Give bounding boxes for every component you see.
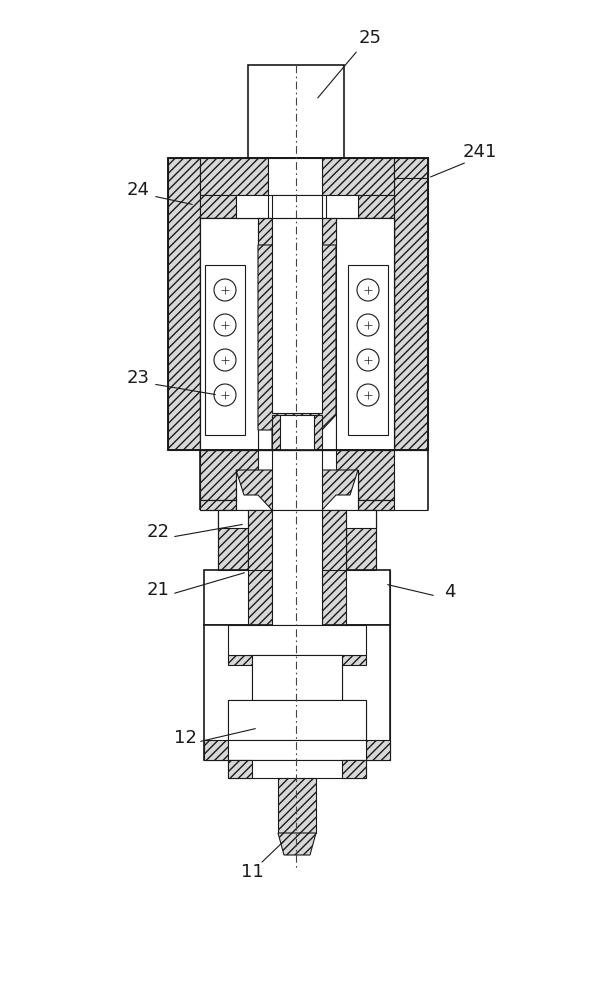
Circle shape bbox=[357, 349, 379, 371]
Bar bbox=[348, 265, 388, 435]
Polygon shape bbox=[394, 158, 428, 178]
Text: 23: 23 bbox=[127, 369, 150, 387]
Polygon shape bbox=[366, 625, 390, 760]
Polygon shape bbox=[258, 243, 336, 450]
Bar bbox=[200, 218, 258, 450]
Text: 4: 4 bbox=[444, 583, 456, 601]
Polygon shape bbox=[236, 470, 358, 510]
Polygon shape bbox=[204, 570, 218, 625]
Polygon shape bbox=[228, 760, 252, 778]
Polygon shape bbox=[200, 500, 236, 510]
Text: 241: 241 bbox=[463, 143, 497, 161]
Bar bbox=[272, 450, 322, 510]
Bar bbox=[200, 218, 394, 450]
Circle shape bbox=[214, 279, 236, 301]
Polygon shape bbox=[168, 158, 200, 450]
Polygon shape bbox=[200, 450, 258, 500]
Polygon shape bbox=[366, 740, 390, 760]
Bar bbox=[272, 415, 322, 450]
Text: 25: 25 bbox=[359, 29, 381, 47]
Bar bbox=[228, 625, 366, 655]
Bar bbox=[336, 218, 394, 450]
Text: 21: 21 bbox=[147, 581, 169, 599]
Bar bbox=[252, 655, 342, 700]
Polygon shape bbox=[394, 158, 428, 450]
Bar bbox=[272, 218, 322, 413]
Circle shape bbox=[357, 384, 379, 406]
Bar bbox=[205, 265, 245, 435]
Bar bbox=[272, 510, 322, 625]
Bar bbox=[248, 65, 344, 158]
Polygon shape bbox=[346, 510, 376, 570]
Circle shape bbox=[214, 314, 236, 336]
Bar bbox=[228, 740, 366, 760]
Polygon shape bbox=[342, 760, 366, 778]
Polygon shape bbox=[358, 500, 394, 510]
Circle shape bbox=[214, 384, 236, 406]
Polygon shape bbox=[204, 740, 228, 760]
Bar bbox=[168, 158, 428, 450]
Bar bbox=[200, 218, 394, 450]
Bar bbox=[218, 510, 376, 528]
Text: 12: 12 bbox=[173, 729, 197, 747]
Bar bbox=[204, 570, 390, 625]
Polygon shape bbox=[200, 158, 268, 195]
Polygon shape bbox=[258, 218, 336, 245]
Polygon shape bbox=[336, 450, 394, 500]
Bar bbox=[272, 195, 322, 245]
Polygon shape bbox=[228, 655, 366, 700]
Text: 24: 24 bbox=[127, 181, 150, 199]
Bar bbox=[236, 195, 268, 218]
Polygon shape bbox=[248, 510, 272, 625]
Bar bbox=[228, 760, 366, 778]
Polygon shape bbox=[200, 218, 258, 450]
Text: 22: 22 bbox=[146, 523, 169, 541]
Polygon shape bbox=[376, 570, 390, 625]
Polygon shape bbox=[322, 510, 346, 625]
Polygon shape bbox=[322, 158, 394, 195]
Circle shape bbox=[214, 349, 236, 371]
Text: 11: 11 bbox=[240, 863, 263, 881]
Polygon shape bbox=[228, 700, 252, 740]
Bar bbox=[268, 158, 322, 195]
Bar bbox=[252, 700, 342, 740]
Circle shape bbox=[357, 314, 379, 336]
Circle shape bbox=[357, 279, 379, 301]
Bar bbox=[280, 415, 314, 450]
Polygon shape bbox=[358, 195, 394, 218]
Bar bbox=[204, 625, 390, 760]
Bar bbox=[228, 700, 366, 740]
Polygon shape bbox=[342, 700, 366, 740]
Bar bbox=[248, 510, 346, 570]
Polygon shape bbox=[200, 195, 236, 218]
Bar bbox=[326, 195, 358, 218]
Polygon shape bbox=[336, 218, 394, 450]
Polygon shape bbox=[218, 510, 248, 570]
Bar bbox=[168, 158, 428, 450]
Bar bbox=[278, 778, 316, 833]
Polygon shape bbox=[278, 833, 316, 855]
Polygon shape bbox=[204, 625, 228, 760]
